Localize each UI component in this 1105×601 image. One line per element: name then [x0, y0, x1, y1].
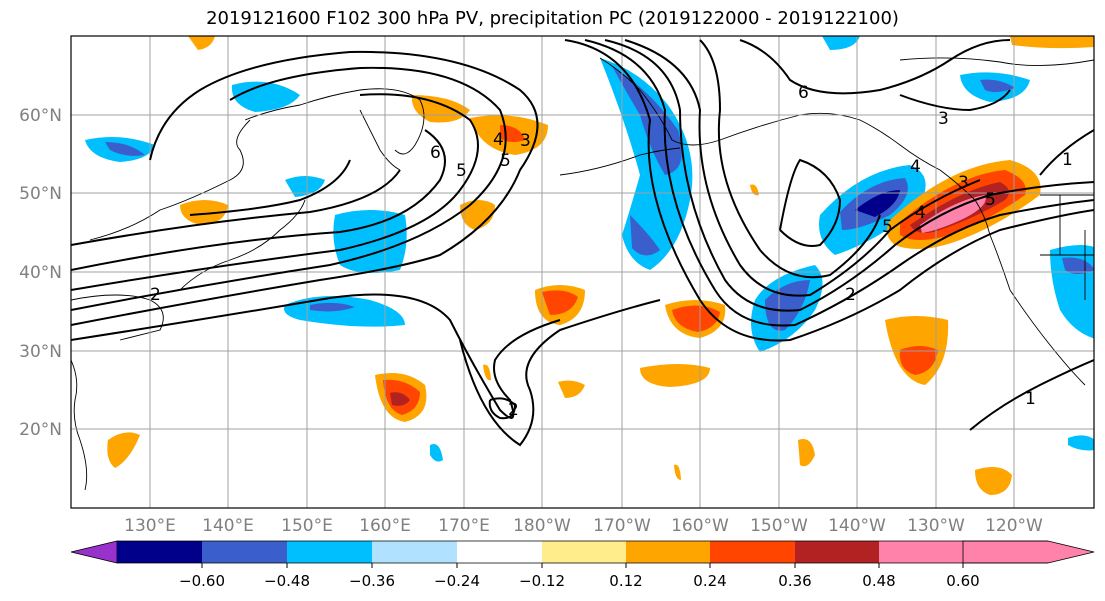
- precip-anomaly-region: [1062, 257, 1094, 274]
- precip-anomaly-region: [411, 95, 470, 123]
- lon-label: 170°W: [593, 516, 651, 536]
- precip-anomaly-region: [674, 464, 681, 480]
- lat-label: 60°N: [19, 106, 62, 126]
- contour-label: 4: [910, 157, 921, 177]
- precip-anomaly-region: [460, 200, 495, 230]
- precip-anomaly-region: [600, 58, 693, 270]
- colorbar-segment: [542, 541, 626, 563]
- colorbar-tick-label: 0.12: [609, 572, 642, 590]
- lon-label: 170°E: [438, 516, 490, 536]
- colorbar-tick-label: 0.36: [778, 572, 811, 590]
- contour-label: 5: [882, 217, 893, 237]
- precip-anomaly-region: [1068, 435, 1094, 451]
- lat-label: 50°N: [19, 184, 62, 204]
- contour-label: 3: [520, 131, 531, 151]
- pv-contours: [71, 39, 1094, 447]
- precip-anomaly-region: [558, 380, 585, 398]
- contour-label: 2: [150, 285, 161, 305]
- contour-label: 5: [985, 190, 996, 210]
- lon-label: 130°E: [124, 516, 176, 536]
- precip-anomaly-region: [899, 346, 938, 375]
- longitude-labels: 130°E 140°E 150°E 160°E 170°E 180°W 170°…: [124, 516, 1043, 536]
- precip-anomaly-region: [284, 296, 405, 327]
- contour-label: 2: [845, 285, 856, 305]
- latitude-labels: 60°N 50°N 40°N 30°N 20°N: [19, 106, 62, 440]
- precip-anomaly-region: [310, 302, 355, 312]
- colorbar-segment: [457, 541, 542, 563]
- precip-anomaly-region: [630, 215, 660, 256]
- lon-label: 140°W: [828, 516, 886, 536]
- contour-label: 2: [508, 400, 519, 420]
- colorbar-segment: [372, 541, 457, 563]
- colorbar-tick-label: 0.48: [862, 572, 895, 590]
- contour-label: 6: [798, 83, 809, 103]
- precip-anomaly-region: [980, 79, 1015, 93]
- colorbar-segment: [626, 541, 710, 563]
- colorbar-tick-label: 0.60: [946, 572, 979, 590]
- map-title: 2019121600 F102 300 hPa PV, precipitatio…: [206, 8, 899, 29]
- precip-anomaly-region: [672, 305, 720, 332]
- colorbar-tick-label: −0.12: [519, 572, 565, 590]
- lon-label: 130°W: [907, 516, 965, 536]
- contour-label: 1: [1025, 389, 1036, 409]
- contour-label: 3: [938, 109, 949, 129]
- lat-label: 40°N: [19, 263, 62, 283]
- contour-label: 5: [456, 161, 467, 181]
- colorbar-tick-label: −0.24: [434, 572, 480, 590]
- colorbar-tick-label: 0.24: [693, 572, 726, 590]
- lat-label: 20°N: [19, 420, 62, 440]
- lon-label: 180°W: [513, 516, 571, 536]
- contour-label: 6: [430, 143, 441, 163]
- precip-anomaly-region: [855, 190, 900, 217]
- colorbar-tick-label: −0.48: [264, 572, 310, 590]
- precip-anomaly-region: [105, 142, 145, 156]
- precip-anomaly-region: [285, 176, 325, 197]
- colorbar: −0.60 −0.48 −0.36 −0.24 −0.12 0.12 0.24 …: [70, 540, 1095, 590]
- contour-label: 1: [1062, 150, 1073, 170]
- precip-anomaly-region: [640, 364, 710, 387]
- colorbar-segment: [202, 541, 287, 563]
- precip-anomaly-region: [483, 364, 491, 381]
- precip-anomaly-region: [798, 439, 815, 467]
- colorbar-tick-label: −0.60: [179, 572, 225, 590]
- lon-label: 150°W: [750, 516, 808, 536]
- precip-anomaly-region: [1010, 36, 1094, 49]
- lon-label: 160°W: [671, 516, 729, 536]
- contour-label: 4: [915, 203, 926, 223]
- precip-anomaly-region: [542, 290, 578, 315]
- lon-label: 150°E: [281, 516, 333, 536]
- colorbar-segment: [795, 541, 879, 563]
- colorbar-segment: [117, 541, 202, 563]
- colorbar-segment: [287, 541, 372, 563]
- contour-labels: 5 6 5 4 3 2 2 6 3 4 3 5 4 5 2 1 1: [150, 83, 1073, 420]
- lon-label: 160°E: [359, 516, 411, 536]
- colorbar-extend-max: [962, 540, 1095, 564]
- precip-anomaly-region: [107, 432, 140, 468]
- colorbar-segment: [710, 541, 795, 563]
- precip-anomaly-region: [390, 392, 410, 406]
- precip-anomaly-region: [231, 81, 300, 112]
- colorbar-tick-label: −0.36: [349, 572, 395, 590]
- graticule: [71, 36, 1094, 508]
- colorbar-segment: [879, 541, 963, 563]
- colorbar-extend-min: [70, 540, 118, 564]
- precip-anomaly-region: [188, 36, 215, 50]
- contour-label: 4: [493, 130, 504, 150]
- precip-pc-fills: [85, 36, 1094, 495]
- precip-anomaly-region: [822, 36, 860, 50]
- precip-anomaly-region: [975, 466, 1012, 495]
- contour-label: 5: [500, 151, 511, 171]
- lon-label: 120°W: [985, 516, 1043, 536]
- precip-anomaly-region: [612, 66, 682, 175]
- contour-label: 3: [958, 173, 969, 193]
- lat-label: 30°N: [19, 342, 62, 362]
- lon-label: 140°E: [202, 516, 254, 536]
- precip-anomaly-region: [430, 444, 443, 462]
- precip-anomaly-region: [180, 200, 228, 225]
- map-frame: [70, 35, 1095, 509]
